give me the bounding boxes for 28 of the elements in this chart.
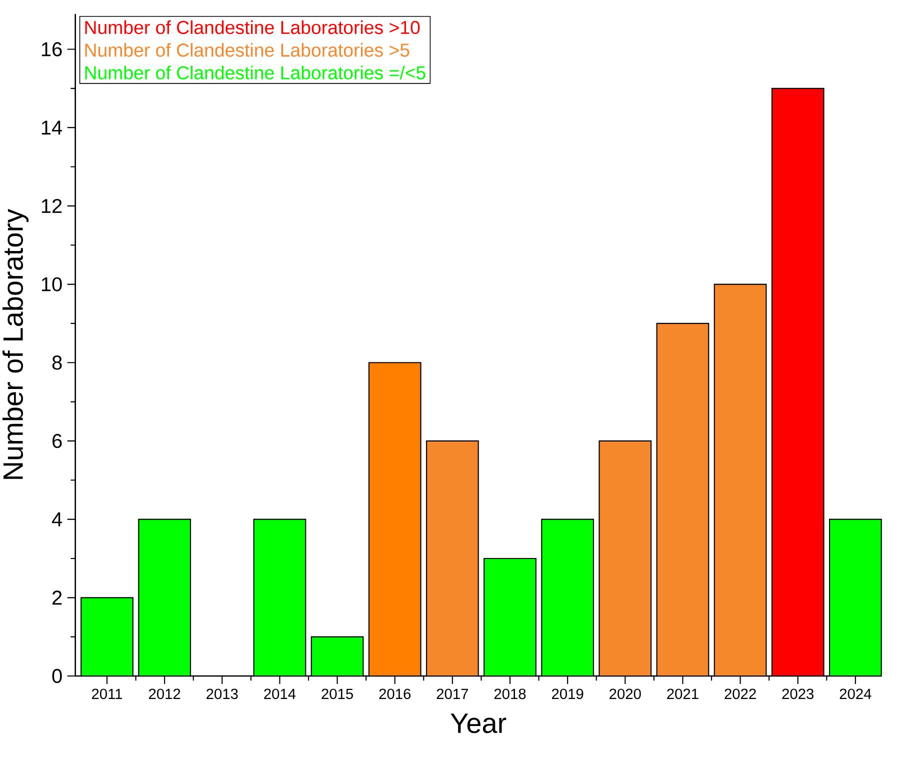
text: Number of Clandestine Laboratories >5: [85, 43, 410, 57]
y-tick-label: 8: [52, 356, 62, 370]
x-tick-label: 2019: [552, 688, 584, 700]
y-axis-title: Number of Laboratory: [2, 208, 29, 479]
text: Number of Clandestine Laboratories >10: [85, 20, 420, 34]
x-tick-label: 2012: [148, 688, 180, 700]
x-tick-label: 2017: [436, 688, 468, 700]
x-tick-label: 2016: [379, 688, 411, 700]
x-tick-label: 2015: [322, 688, 353, 700]
x-tick-label: 2022: [724, 688, 756, 700]
x-tick-label: 2020: [610, 688, 641, 700]
y-tick-label: 16: [42, 42, 62, 56]
x-tick-label: 2013: [206, 688, 238, 700]
x-tick-label: 2011: [92, 688, 122, 700]
y-tick-label: 6: [52, 434, 62, 448]
y-tick-label: 10: [42, 277, 62, 292]
y-tick-label: 2: [52, 590, 62, 605]
x-tick-label: 2021: [667, 688, 698, 700]
y-tick-label: 12: [42, 198, 62, 213]
x-axis-title: Year: [450, 714, 506, 734]
x-tick-label: 2023: [782, 688, 814, 700]
y-tick-label: 0: [52, 668, 62, 684]
x-tick-label: 2014: [264, 688, 296, 700]
x-tick-label: 2018: [494, 688, 526, 700]
y-tick-label: 4: [52, 512, 62, 526]
x-tick-label: 2024: [840, 688, 872, 700]
text: Number of Clandestine Laboratories =/<5: [85, 66, 426, 80]
y-tick-label: 14: [42, 120, 62, 134]
